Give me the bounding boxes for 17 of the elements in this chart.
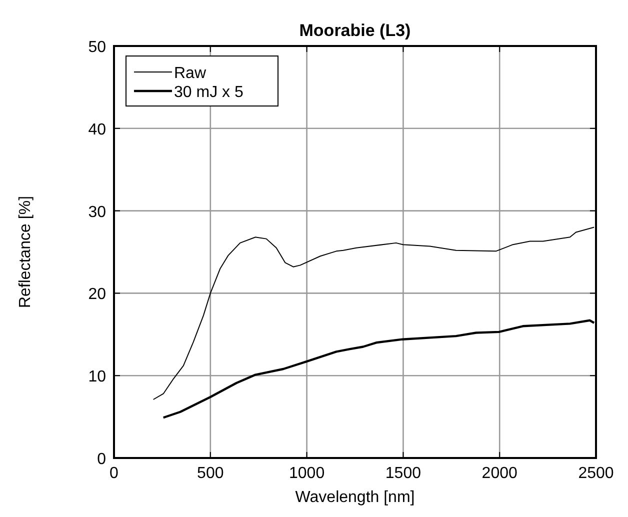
y-axis-title: Reflectance [%] — [17, 196, 34, 308]
x-tick-label: 2000 — [482, 465, 518, 482]
y-tick-label: 10 — [88, 368, 106, 386]
y-tick-label: 50 — [88, 39, 106, 56]
chart-title: Moorabie (L3) — [299, 21, 411, 40]
x-tick-label: 0 — [110, 465, 119, 482]
y-tick-label: 20 — [88, 286, 106, 304]
y-tick-label: 0 — [97, 451, 106, 468]
x-tick-label: 1500 — [385, 465, 422, 482]
y-tick-label: 40 — [88, 121, 106, 138]
x-tick-label: 2500 — [578, 465, 614, 482]
legend-label: 30 mJ x 5 — [174, 84, 244, 101]
y-tick-label: 30 — [88, 204, 106, 221]
x-tick-label: 500 — [197, 465, 224, 482]
legend-label: Raw — [174, 65, 206, 82]
x-axis-title: Wavelength [nm] — [295, 489, 415, 506]
x-tick-label: 1000 — [289, 465, 325, 482]
